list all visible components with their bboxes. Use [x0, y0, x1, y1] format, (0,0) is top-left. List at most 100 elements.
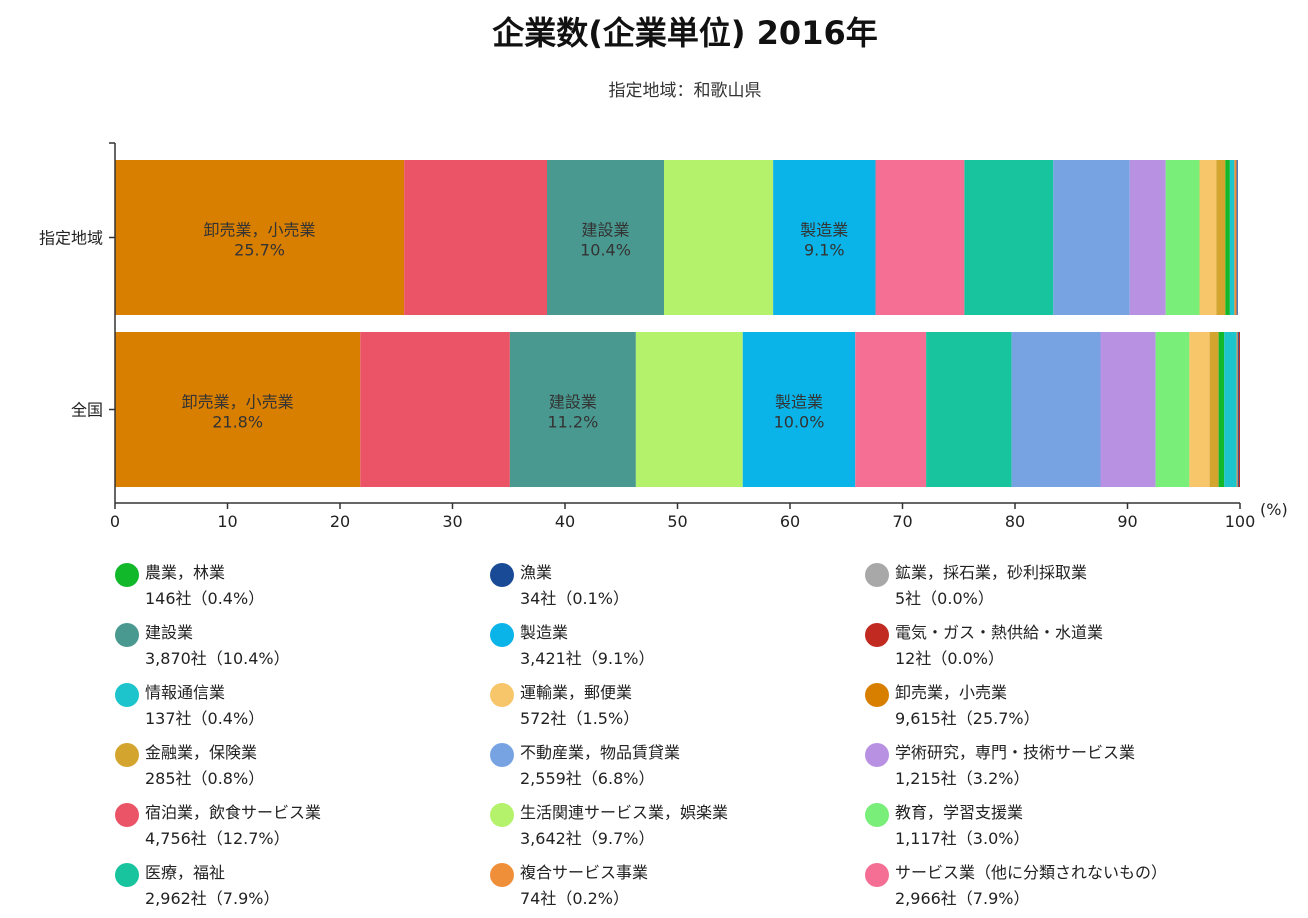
bar-segment: [926, 332, 1012, 487]
legend-item: サービス業（他に分類されないもの） 2,966社（7.9%）: [865, 860, 1240, 912]
legend-swatch-icon: [865, 623, 889, 647]
bar-label-value: 9.1%: [804, 241, 845, 260]
legend-name: 運輸業，郵便業: [520, 683, 633, 702]
bar-label-name: 卸売業，小売業: [204, 221, 316, 240]
legend-item: 不動産業，物品賃貸業 2,559社（6.8%）: [490, 740, 865, 792]
legend-name: サービス業（他に分類されないもの）: [895, 863, 1168, 882]
legend-swatch-icon: [865, 563, 889, 587]
stacked-bar-chart: 卸売業，小売業25.7%建設業10.4%製造業9.1%卸売業，小売業21.8%建…: [39, 142, 1288, 531]
bar-label-value: 10.0%: [774, 413, 825, 432]
bar-segment: [964, 160, 1054, 315]
bar-label-value: 11.2%: [547, 413, 598, 432]
legend-item: 農業，林業 146社（0.4%）: [115, 560, 490, 612]
legend-name: 不動産業，物品賃貸業: [520, 743, 681, 762]
legend-value: 3,870社（10.4%）: [145, 649, 290, 668]
x-tick-label: 90: [1117, 512, 1137, 531]
bar-label-value: 25.7%: [234, 241, 285, 260]
legend-item: 卸売業，小売業 9,615社（25.7%）: [865, 680, 1240, 732]
bar-segment: [1236, 332, 1238, 487]
bar-segment: [404, 160, 547, 315]
legend-item: 医療，福祉 2,962社（7.9%）: [115, 860, 490, 912]
legend-value: 137社（0.4%）: [145, 709, 265, 728]
legend-swatch-icon: [115, 743, 139, 767]
bar-segment: [1216, 160, 1226, 315]
legend-item: 鉱業，採石業，砂利採取業 5社（0.0%）: [865, 560, 1240, 612]
legend-swatch-icon: [115, 863, 139, 887]
bar-segment: [1229, 160, 1235, 315]
x-tick-label: 0: [110, 512, 120, 531]
legend-swatch-icon: [115, 683, 139, 707]
bar-segment: [855, 332, 927, 487]
legend-value: 34社（0.1%）: [520, 589, 630, 608]
legend-value: 1,117社（3.0%）: [895, 829, 1030, 848]
chart-legend: 農業，林業 146社（0.4%） 漁業 34社（0.1%） 鉱業，採石業，砂利採取業 5社…: [115, 560, 1295, 912]
legend-item: 学術研究，専門・技術サービス業 1,215社（3.2%）: [865, 740, 1240, 792]
chart-subtitle: 指定地域：和歌山県: [608, 81, 762, 101]
bar-segment: [1224, 332, 1237, 487]
x-tick-label: 100: [1225, 512, 1256, 531]
legend-item: 漁業 34社（0.1%）: [490, 560, 865, 612]
bar-segment: [1236, 160, 1238, 315]
legend-item: 電気・ガス・熱供給・水道業 12社（0.0%）: [865, 620, 1240, 672]
bar-segment: [115, 332, 361, 487]
x-tick-label: 20: [330, 512, 350, 531]
legend-swatch-icon: [490, 743, 514, 767]
legend-name: 学術研究，専門・技術サービス業: [895, 743, 1136, 762]
legend-item: 運輸業，郵便業 572社（1.5%）: [490, 680, 865, 732]
legend-item: 金融業，保険業 285社（0.8%）: [115, 740, 490, 792]
legend-name: 電気・ガス・熱供給・水道業: [895, 623, 1104, 642]
legend-value: 146社（0.4%）: [145, 589, 265, 608]
legend-value: 12社（0.0%）: [895, 649, 1005, 668]
legend-name: 建設業: [145, 623, 194, 642]
legend-value: 572社（1.5%）: [520, 709, 640, 728]
x-tick-label: 50: [667, 512, 687, 531]
bar-segment: [115, 160, 405, 315]
bar-segment: [547, 160, 664, 315]
bar-segment: [1218, 332, 1225, 487]
bar-segment: [1199, 160, 1217, 315]
legend-name: 医療，福祉: [145, 863, 226, 882]
legend-value: 2,966社（7.9%）: [895, 889, 1030, 908]
legend-item: 宿泊業，飲食サービス業 4,756社（12.7%）: [115, 800, 490, 852]
legend-value: 4,756社（12.7%）: [145, 829, 290, 848]
y-tick-label: 指定地域: [39, 229, 103, 248]
bar-label-value: 10.4%: [580, 241, 631, 260]
legend-name: 宿泊業，飲食サービス業: [145, 803, 322, 822]
bar-label-name: 建設業: [581, 221, 629, 240]
bar-label-name: 建設業: [549, 393, 597, 412]
y-tick-label: 全国: [71, 401, 103, 420]
legend-item: 生活関連サービス業，娯楽業 3,642社（9.7%）: [490, 800, 865, 852]
bar-segment: [1209, 332, 1219, 487]
legend-item: 製造業 3,421社（9.1%）: [490, 620, 865, 672]
legend-swatch-icon: [865, 803, 889, 827]
legend-swatch-icon: [490, 563, 514, 587]
bar-segment: [875, 160, 965, 315]
legend-swatch-icon: [865, 863, 889, 887]
legend-swatch-icon: [115, 563, 139, 587]
legend-value: 3,421社（9.1%）: [520, 649, 655, 668]
bar-label-name: 製造業: [800, 221, 848, 240]
bar-segment: [509, 332, 636, 487]
legend-swatch-icon: [490, 803, 514, 827]
bar-segment: [1155, 332, 1190, 487]
legend-swatch-icon: [490, 863, 514, 887]
x-tick-label: 80: [1005, 512, 1025, 531]
bar-segment: [1011, 332, 1101, 487]
bar-segment: [1225, 160, 1230, 315]
legend-value: 5社（0.0%）: [895, 589, 994, 608]
legend-name: 情報通信業: [145, 683, 226, 702]
legend-value: 1,215社（3.2%）: [895, 769, 1030, 788]
legend-swatch-icon: [865, 683, 889, 707]
legend-value: 285社（0.8%）: [145, 769, 265, 788]
bar-label-name: 卸売業，小売業: [182, 393, 294, 412]
legend-name: 生活関連サービス業，娯楽業: [520, 803, 729, 822]
legend-value: 2,559社（6.8%）: [520, 769, 655, 788]
x-tick-label: 40: [555, 512, 575, 531]
chart-title: 企業数(企業単位) 2016年: [492, 14, 878, 52]
legend-item: 建設業 3,870社（10.4%）: [115, 620, 490, 672]
bar-segment: [1234, 160, 1237, 315]
x-tick-label: 70: [892, 512, 912, 531]
bar-segment: [1238, 332, 1240, 487]
bar-segment: [1165, 160, 1200, 315]
legend-swatch-icon: [865, 743, 889, 767]
